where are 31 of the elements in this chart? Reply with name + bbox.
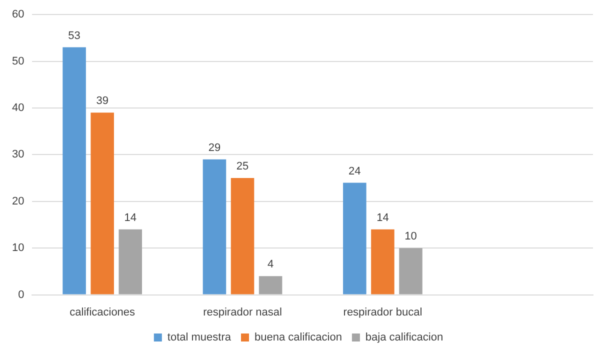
y-tick-label: 0 bbox=[18, 288, 24, 301]
data-label: 53 bbox=[68, 30, 80, 42]
y-tick-label: 20 bbox=[12, 195, 24, 208]
bar bbox=[90, 112, 114, 294]
legend-label: baja calificacion bbox=[365, 332, 444, 344]
bar bbox=[258, 276, 282, 294]
x-tick-label: respirador bucal bbox=[343, 306, 422, 318]
bar bbox=[343, 182, 366, 294]
bar bbox=[399, 248, 422, 294]
x-tick-label: respirador nasal bbox=[203, 306, 282, 318]
data-label: 25 bbox=[236, 160, 249, 173]
y-tick-label: 60 bbox=[12, 8, 24, 21]
x-tick-label: calificaciones bbox=[70, 306, 136, 318]
legend-label: total muestra bbox=[167, 332, 232, 344]
y-tick-label: 40 bbox=[12, 102, 24, 114]
bar bbox=[202, 159, 226, 294]
bar bbox=[118, 229, 142, 294]
data-label: 29 bbox=[208, 142, 221, 154]
bar bbox=[371, 229, 394, 294]
bar bbox=[230, 178, 254, 294]
data-label: 14 bbox=[124, 212, 136, 224]
y-tick-label: 10 bbox=[12, 242, 24, 254]
data-label: 10 bbox=[404, 230, 417, 243]
data-label: 39 bbox=[96, 95, 108, 108]
y-tick-label: 30 bbox=[12, 148, 24, 161]
y-tick-label: 50 bbox=[12, 55, 24, 68]
data-label: 14 bbox=[376, 212, 389, 224]
data-label: 24 bbox=[348, 165, 361, 178]
legend-label: buena calificacion bbox=[254, 332, 342, 344]
data-label: 4 bbox=[268, 258, 274, 271]
bar bbox=[62, 47, 86, 294]
